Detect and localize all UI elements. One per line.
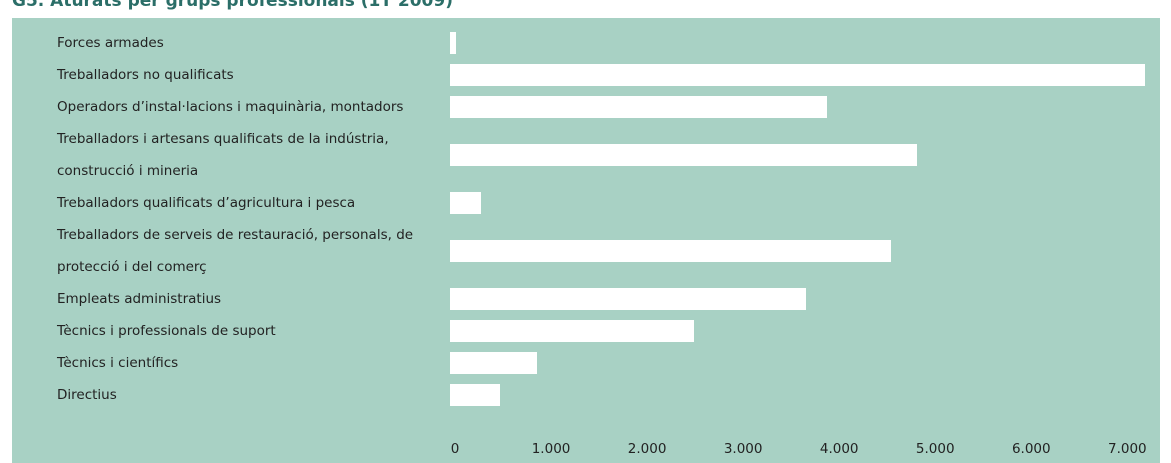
category-row: Forces armades <box>12 27 1160 59</box>
bar <box>450 64 1146 86</box>
plot-area: Forces armades Treballadors no qualificat… <box>12 18 1160 463</box>
category-label: Directius <box>57 387 117 403</box>
rows: Forces armades Treballadors no qualificat… <box>12 27 1160 411</box>
x-tick-label: 0 <box>450 441 460 457</box>
x-tick-label: 6.000 <box>1011 441 1051 457</box>
bar <box>450 96 827 118</box>
category-label: Operadors d’instal·lacions i maquinària,… <box>57 99 404 115</box>
category-row: Directius <box>12 379 1160 411</box>
category-row: Operadors d’instal·lacions i maquinària,… <box>12 91 1160 123</box>
category-row: Treballadors i artesans qualificats de l… <box>12 123 1160 187</box>
category-label: Tècnics i científics <box>57 355 179 371</box>
bar <box>450 240 891 262</box>
category-row: Tècnics i científics <box>12 347 1160 379</box>
bar <box>450 32 456 54</box>
bar <box>450 352 538 374</box>
category-row: Treballadors no qualificats <box>12 59 1160 91</box>
category-row: Treballadors qualificats d’agricultura i… <box>12 187 1160 219</box>
category-row: Empleats administratius <box>12 283 1160 315</box>
x-tick-label: 3.000 <box>723 441 763 457</box>
category-label: Treballadors no qualificats <box>57 67 234 83</box>
category-label: Treballadors i artesans qualificats de l… <box>57 131 389 179</box>
category-label: Treballadors qualificats d’agricultura i… <box>57 195 356 211</box>
category-label: Treballadors de serveis de restauració, … <box>57 227 414 275</box>
chart-title: G5. Aturats per grups professionals (1T … <box>12 0 453 11</box>
x-tick-label: 4.000 <box>819 441 859 457</box>
category-label: Empleats administratius <box>57 291 222 307</box>
category-row: Tècnics i professionals de suport <box>12 315 1160 347</box>
bar <box>450 384 500 406</box>
bar <box>450 192 481 214</box>
bar <box>450 288 807 310</box>
x-tick-label: 7.000 <box>1108 441 1147 457</box>
bar <box>450 144 917 166</box>
x-tick-label: 1.000 <box>531 441 571 457</box>
x-tick-label: 2.000 <box>627 441 667 457</box>
category-label: Forces armades <box>57 35 164 51</box>
category-label: Tècnics i professionals de suport <box>57 323 276 339</box>
category-row: Treballadors de serveis de restauració, … <box>12 219 1160 283</box>
bar <box>450 320 694 342</box>
x-tick-label: 5.000 <box>915 441 955 457</box>
